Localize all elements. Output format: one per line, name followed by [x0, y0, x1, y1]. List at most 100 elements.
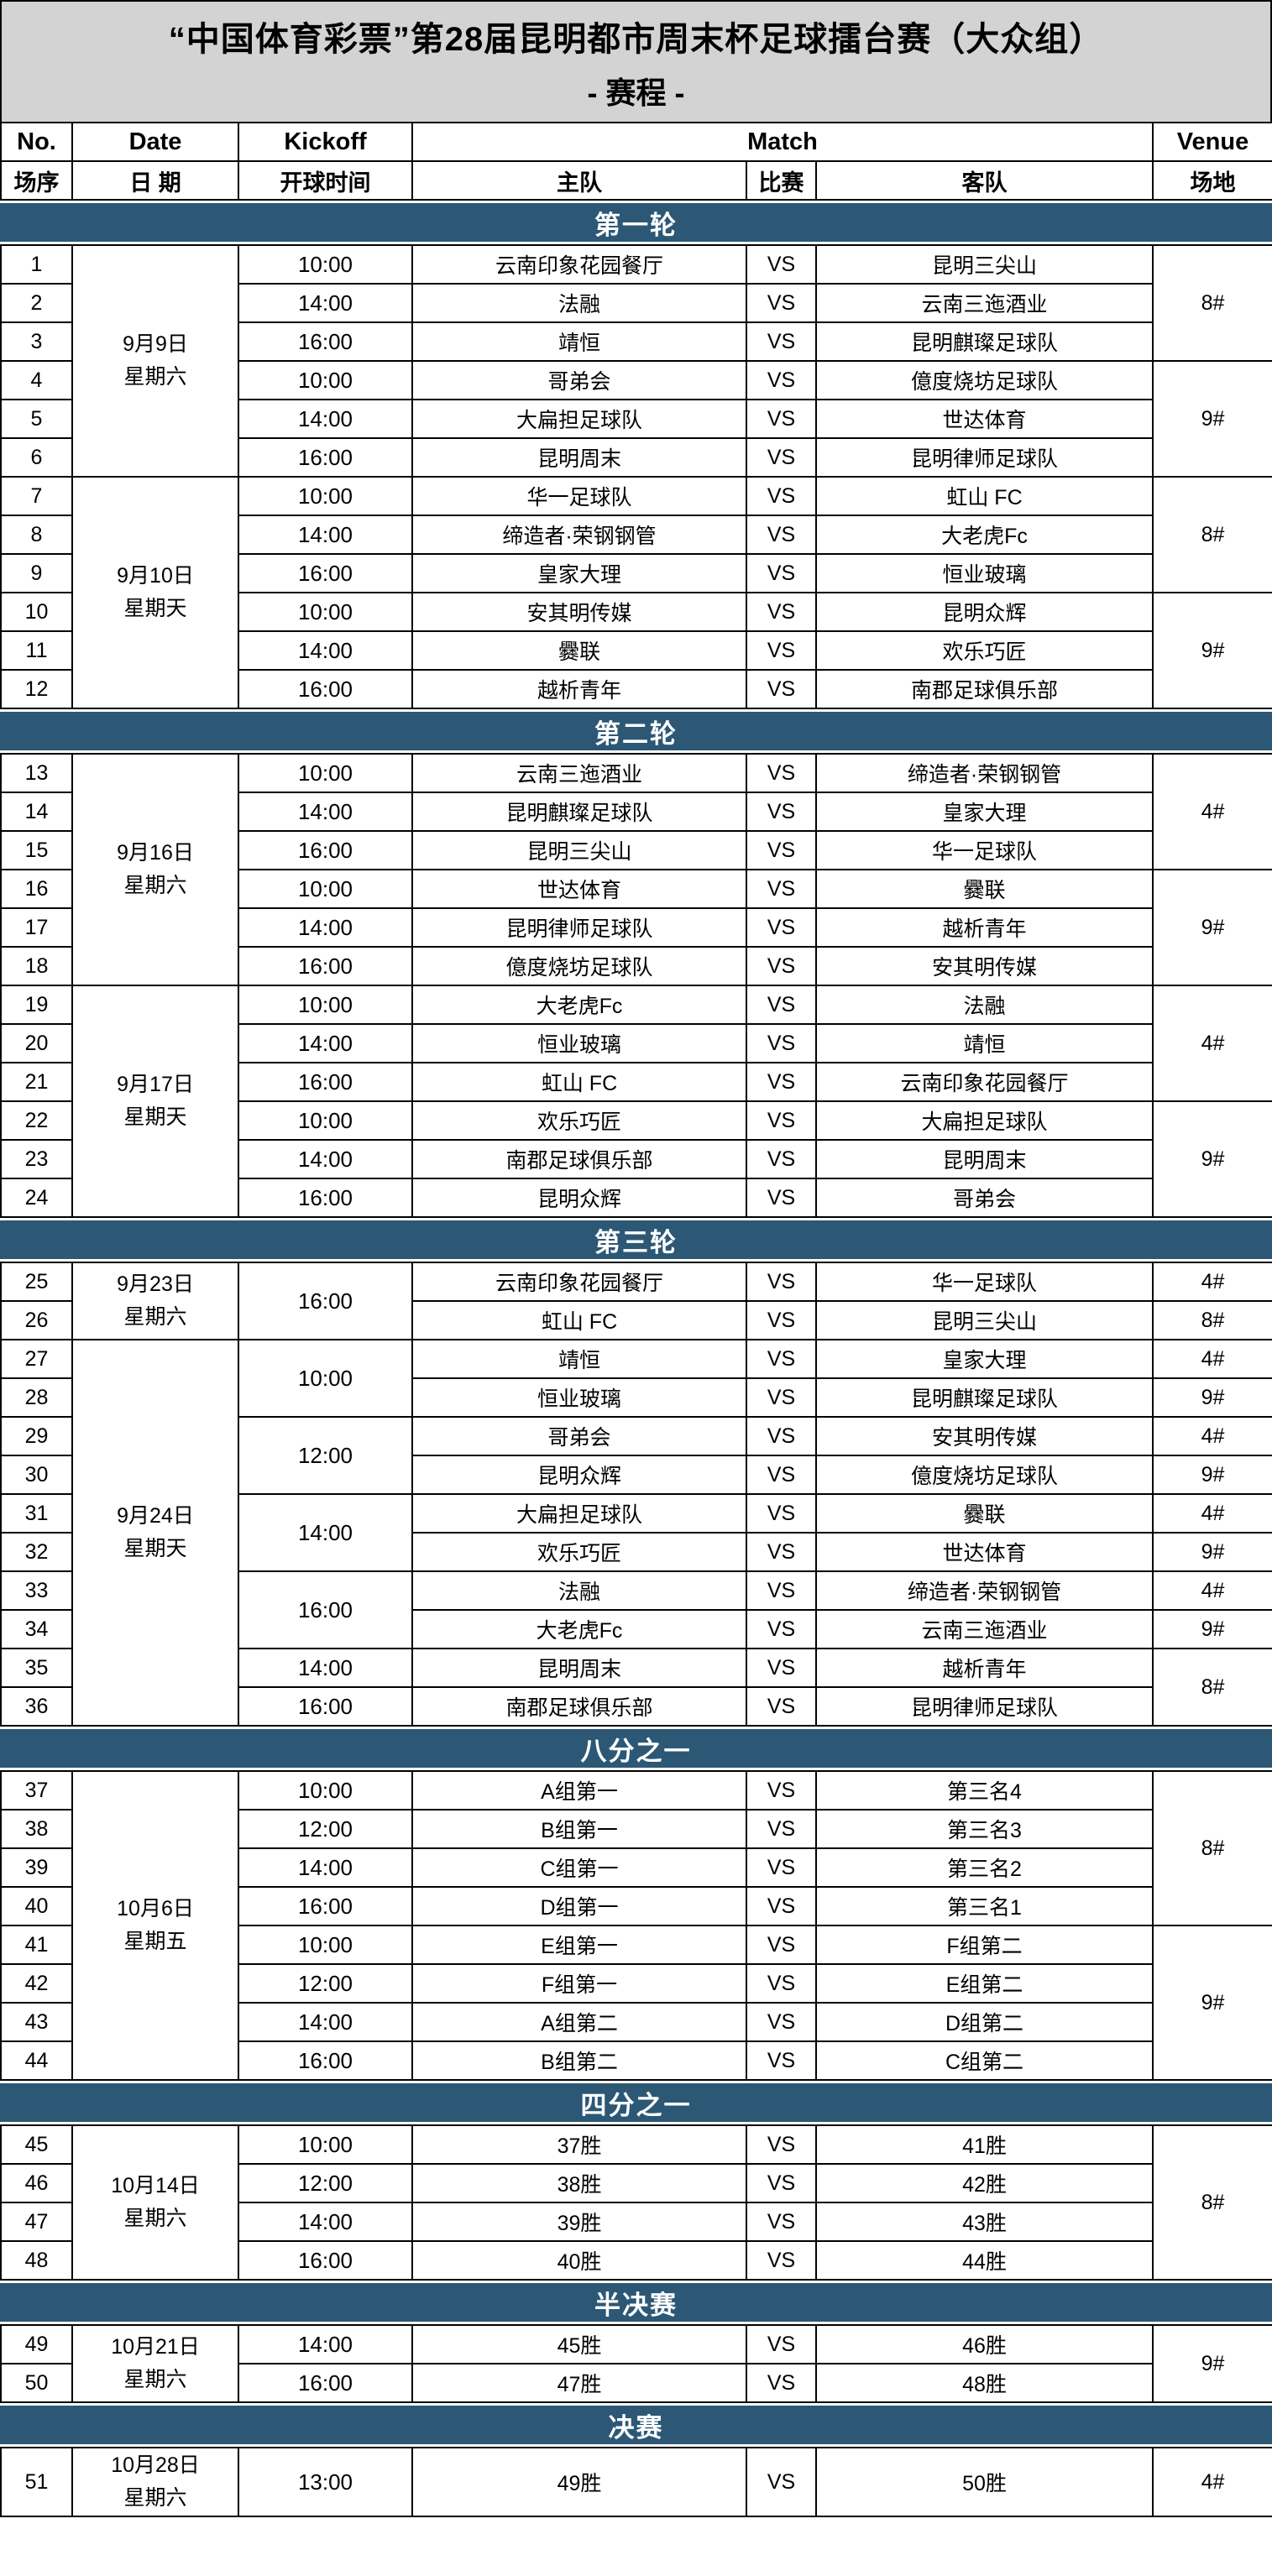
section-table: 37 10月6日 星期五 10:00 A组第一 VS 第三名4 8# 38 12:00 B组第一 VS…	[0, 1770, 1272, 2081]
date-cell: 9月17日 星期天	[71, 985, 239, 1218]
match-number-cell: 36	[0, 1686, 73, 1727]
page-title: “中国体育彩票”第28届昆明都市周末杯足球擂台赛（大众组）	[168, 20, 1104, 58]
venue-cell: 8#	[1152, 2124, 1272, 2281]
vs-cell: VS	[746, 321, 817, 362]
away-team-cell: 億度烧坊足球队	[815, 1455, 1154, 1495]
match-number-cell: 26	[0, 1300, 73, 1340]
home-team-cell: 欢乐巧匠	[411, 1532, 747, 1572]
away-team-cell: D组第二	[815, 2002, 1154, 2042]
date-line: 星期六	[123, 2368, 187, 2391]
home-team-cell: B组第一	[411, 1809, 747, 1849]
kickoff-cell: 16:00	[238, 946, 413, 986]
away-team-cell: 云南印象花园餐厅	[815, 1062, 1154, 1102]
away-team-cell: 越析青年	[815, 1648, 1154, 1688]
vs-cell: VS	[746, 2124, 817, 2165]
match-row: 3 16:00 靖恒 VS 昆明麒璨足球队	[0, 321, 1272, 362]
home-team-cell: 昆明周末	[411, 1648, 747, 1688]
match-row: 7 9月10日 星期天 10:00 华一足球队 VS 虹山 FC 8#	[0, 476, 1272, 709]
home-team-cell: 大老虎Fc	[411, 985, 747, 1025]
section-table: 1 9月9日 星期六 10:00 云南印象花园餐厅 VS 昆明三尖山 8# 2 14:00 法融 VS…	[0, 244, 1272, 709]
match-row: 11 14:00 爨联 VS 欢乐巧匠	[0, 630, 1272, 671]
away-team-cell: 48胜	[815, 2363, 1154, 2403]
kickoff-cell: 14:00	[238, 2324, 413, 2364]
date-line: 星期五	[123, 1930, 187, 1953]
away-team-cell: 皇家大理	[815, 1339, 1154, 1379]
away-team-cell: 昆明麒璨足球队	[815, 1377, 1154, 1418]
section-band-label: 第三轮	[0, 1220, 1272, 1259]
date-line: 10月21日	[111, 2335, 200, 2359]
kickoff-cell: 16:00	[238, 1886, 413, 1926]
section-band-label: 半决赛	[0, 2283, 1272, 2322]
header-kickoff-cn: 开球时间	[238, 160, 413, 201]
match-row: 39 14:00 C组第一 VS 第三名2	[0, 1847, 1272, 1888]
away-team-cell: 第三名2	[815, 1847, 1154, 1888]
match-row: 5 14:00 大扁担足球队 VS 世达体育	[0, 399, 1272, 439]
kickoff-cell: 10:00	[238, 2124, 413, 2165]
vs-cell: VS	[746, 1925, 817, 1965]
match-row: 2 14:00 法融 VS 云南三迤酒业	[0, 283, 1272, 323]
home-team-cell: 恒业玻璃	[411, 1023, 747, 1063]
match-number-cell: 24	[0, 1178, 73, 1218]
match-number-cell: 18	[0, 946, 73, 986]
match-number-cell: 9	[0, 553, 73, 593]
schedule-page: “中国体育彩票”第28届昆明都市周末杯足球擂台赛（大众组） - 赛程 - No.…	[0, 0, 1272, 2517]
venue-cell: 8#	[1152, 244, 1272, 362]
match-number-cell: 28	[0, 1377, 73, 1418]
date-line: 9月24日	[117, 1504, 194, 1528]
match-number-cell: 4	[0, 360, 73, 400]
match-number-cell: 42	[0, 1963, 73, 2004]
page-subtitle: - 赛程 -	[587, 75, 685, 110]
vs-cell: VS	[746, 2363, 817, 2403]
match-row: 1 9月9日 星期六 10:00 云南印象花园餐厅 VS 昆明三尖山 8#	[0, 244, 1272, 478]
home-team-cell: 37胜	[411, 2124, 747, 2165]
match-row: 22 10:00 欢乐巧匠 VS 大扁担足球队 9#	[0, 1100, 1272, 1218]
away-team-cell: 46胜	[815, 2324, 1154, 2364]
section-band-label: 八分之一	[0, 1729, 1272, 1768]
match-row: 35 14:00 昆明周末 VS 越析青年 8#	[0, 1648, 1272, 1727]
date-line: 10月28日	[111, 2453, 200, 2478]
vs-cell: VS	[746, 437, 817, 478]
away-team-cell: 44胜	[815, 2240, 1154, 2281]
match-row: 20 14:00 恒业玻璃 VS 靖恒	[0, 1023, 1272, 1063]
header-match: Match	[411, 122, 1154, 162]
away-team-cell: 昆明律师足球队	[815, 437, 1154, 478]
match-number-cell: 31	[0, 1493, 73, 1534]
date-line: 星期六	[123, 365, 187, 389]
home-team-cell: 华一足球队	[411, 476, 747, 516]
away-team-cell: 大扁担足球队	[815, 1100, 1154, 1141]
venue-cell: 4#	[1152, 753, 1272, 870]
home-team-cell: 恒业玻璃	[411, 1377, 747, 1418]
match-row: 49 10月21日 星期六 14:00 45胜 VS 46胜 9#	[0, 2324, 1272, 2403]
match-number-cell: 11	[0, 630, 73, 671]
kickoff-cell: 16:00	[238, 2240, 413, 2281]
date-cell: 9月10日 星期天	[71, 476, 239, 709]
venue-cell: 8#	[1152, 1300, 1272, 1340]
header-date-cn: 日 期	[71, 160, 239, 201]
away-team-cell: 爨联	[815, 1493, 1154, 1534]
home-team-cell: 47胜	[411, 2363, 747, 2403]
kickoff-cell: 13:00	[238, 2447, 413, 2517]
match-row: 10 10:00 安其明传媒 VS 昆明众辉 9#	[0, 592, 1272, 709]
away-team-cell: 华一足球队	[815, 830, 1154, 870]
section-band-label: 决赛	[0, 2406, 1272, 2444]
venue-cell: 9#	[1152, 869, 1272, 986]
venue-cell: 9#	[1152, 1377, 1272, 1418]
match-row: 19 9月17日 星期天 10:00 大老虎Fc VS 法融 4#	[0, 985, 1272, 1218]
home-team-cell: 40胜	[411, 2240, 747, 2281]
home-team-cell: A组第二	[411, 2002, 747, 2042]
match-row: 27 9月24日 星期天 10:00 靖恒 VS 皇家大理 4#	[0, 1339, 1272, 1727]
home-team-cell: A组第一	[411, 1770, 747, 1811]
date-cell: 10月21日 星期六	[71, 2324, 239, 2403]
vs-cell: VS	[746, 1023, 817, 1063]
kickoff-cell: 14:00	[238, 515, 413, 555]
kickoff-cell: 16:00	[238, 669, 413, 709]
vs-cell: VS	[746, 2163, 817, 2203]
vs-cell: VS	[746, 1339, 817, 1379]
kickoff-cell: 14:00	[238, 1493, 413, 1572]
header-no-cn: 场序	[0, 160, 73, 201]
match-row: 8 14:00 缔造者·荣钢钢管 VS 大老虎Fc	[0, 515, 1272, 555]
match-row: 30 昆明众辉 VS 億度烧坊足球队 9#	[0, 1455, 1272, 1495]
match-number-cell: 25	[0, 1262, 73, 1302]
match-row: 31 14:00 大扁担足球队 VS 爨联 4#	[0, 1493, 1272, 1572]
match-row: 33 16:00 法融 VS 缔造者·荣钢钢管 4#	[0, 1570, 1272, 1649]
